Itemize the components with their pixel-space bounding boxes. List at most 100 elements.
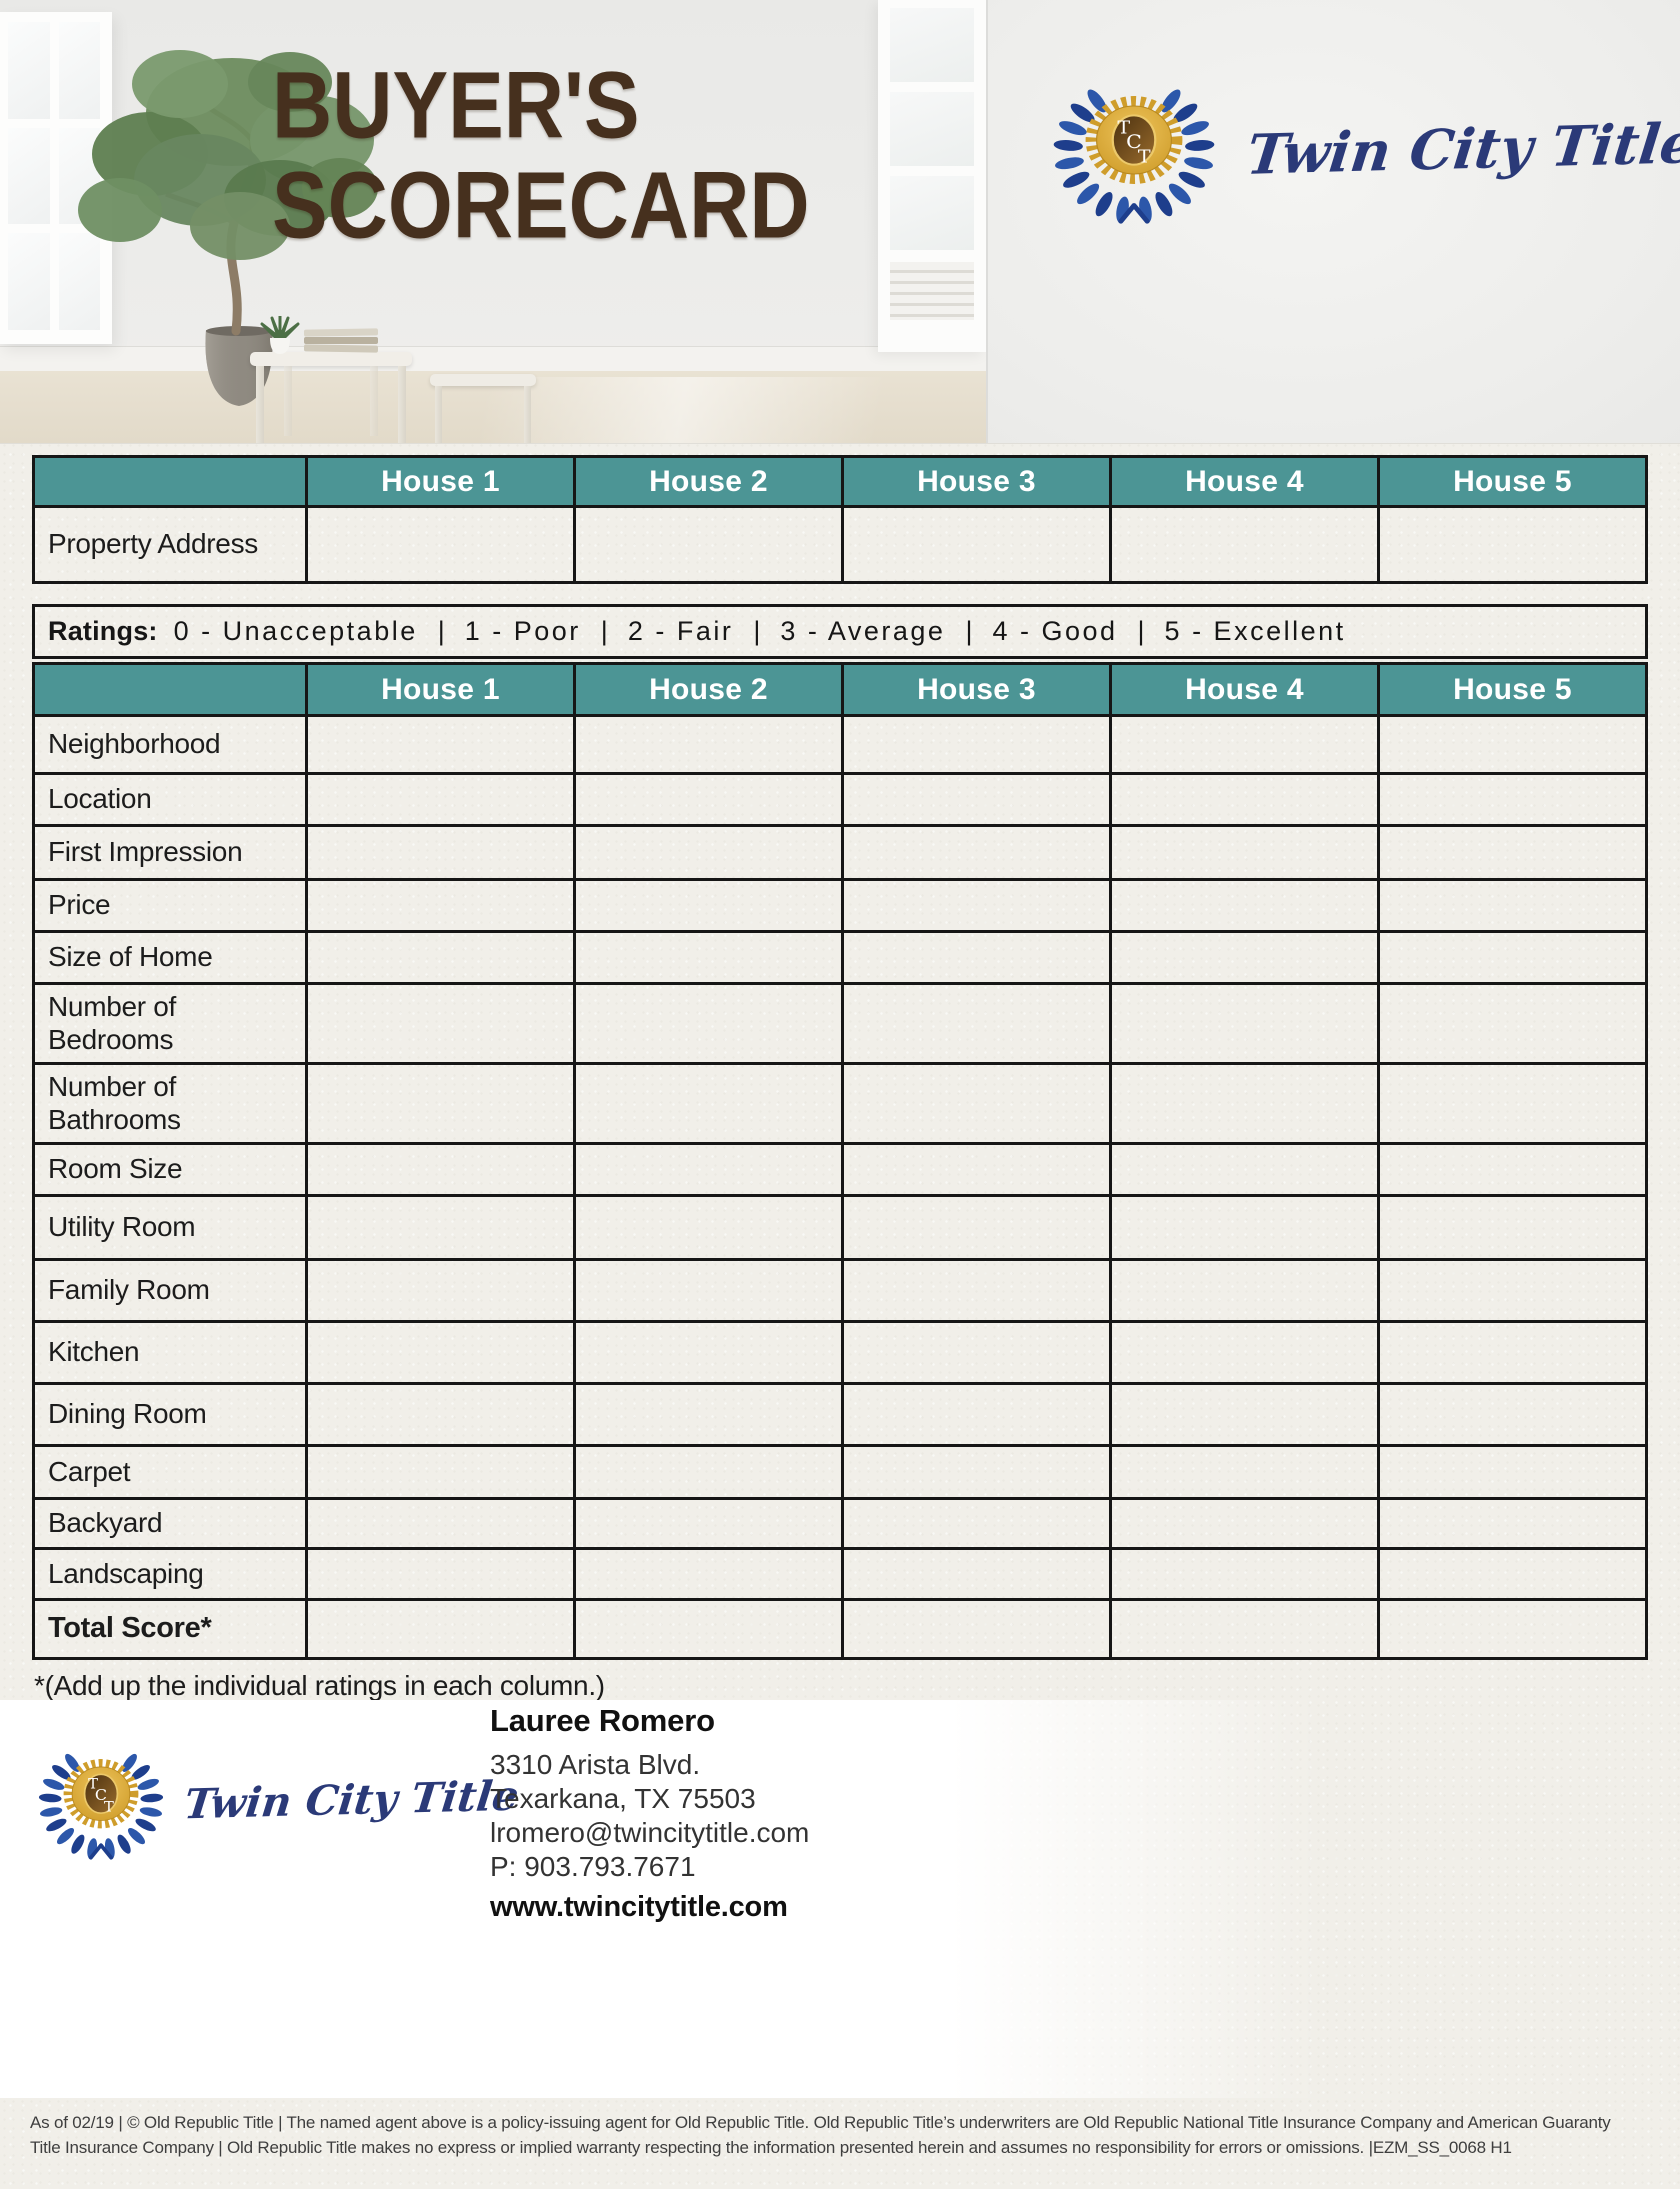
stool-graphic xyxy=(430,374,536,443)
score-cell xyxy=(305,930,573,982)
rating-item-0: 0 - Unacceptable xyxy=(173,616,418,646)
score-cell xyxy=(1109,930,1377,982)
row-label: Carpet xyxy=(35,1444,305,1497)
score-cell xyxy=(305,1444,573,1497)
monogram-letter-c: C xyxy=(95,1787,107,1804)
score-cell xyxy=(573,1444,841,1497)
agent-address-line1: 3310 Arista Blvd. xyxy=(490,1749,701,1780)
house-5-header: House 5 xyxy=(1377,665,1645,714)
score-cell xyxy=(305,1062,573,1142)
score-cell xyxy=(1109,1062,1377,1142)
score-cell xyxy=(305,1320,573,1382)
legal-line1: As of 02/19 | © Old Republic Title | The… xyxy=(30,2113,1611,2132)
row-label: Backyard xyxy=(35,1497,305,1547)
score-cell xyxy=(1109,1497,1377,1547)
legal-line2: Title Insurance Company | Old Republic T… xyxy=(30,2138,1512,2157)
score-cell xyxy=(573,1062,841,1142)
score-cell xyxy=(1377,824,1645,878)
address-cell xyxy=(573,505,841,581)
score-cell xyxy=(305,1258,573,1320)
score-cell xyxy=(573,878,841,930)
score-cell xyxy=(841,1062,1109,1142)
page-title-line2: SCORECARD xyxy=(272,152,810,259)
score-table: House 1 House 2 House 3 House 4 House 5 … xyxy=(32,662,1648,1660)
monogram-letter-t2: T xyxy=(1138,147,1151,167)
total-score-cell xyxy=(305,1598,573,1657)
door-window-graphic xyxy=(878,0,986,352)
score-cell xyxy=(1109,1382,1377,1444)
score-cell xyxy=(841,982,1109,1062)
score-cell xyxy=(841,772,1109,824)
address-cell xyxy=(305,505,573,581)
score-cell xyxy=(573,930,841,982)
score-cell xyxy=(1109,824,1377,878)
score-cell xyxy=(1109,878,1377,930)
monogram-letter-t1: T xyxy=(88,1777,98,1792)
brand-lockup-footer: T C T Twin City Title xyxy=(33,1722,521,1878)
agent-phone: P: 903.793.7671 xyxy=(490,1851,696,1882)
ratings-label: Ratings: xyxy=(48,616,158,646)
score-cell xyxy=(1377,982,1645,1062)
score-cell xyxy=(1109,1547,1377,1598)
score-cell xyxy=(1377,1444,1645,1497)
ratings-separator: | xyxy=(437,616,445,646)
score-cell xyxy=(1109,772,1377,824)
score-cell xyxy=(1377,1497,1645,1547)
score-cell xyxy=(573,1258,841,1320)
row-label: Location xyxy=(35,772,305,824)
score-cell xyxy=(305,982,573,1062)
score-cell xyxy=(1109,982,1377,1062)
score-cell xyxy=(573,1382,841,1444)
row-label-total-score: Total Score* xyxy=(35,1598,305,1657)
score-cell xyxy=(1377,930,1645,982)
agent-website: www.twincitytitle.com xyxy=(490,1891,788,1923)
rating-item-4: 4 - Good xyxy=(992,616,1118,646)
score-cell xyxy=(1377,1062,1645,1142)
score-cell xyxy=(1109,1320,1377,1382)
agent-name: Lauree Romero xyxy=(490,1703,715,1738)
row-label: Utility Room xyxy=(35,1194,305,1258)
total-score-cell xyxy=(573,1598,841,1657)
ratings-separator: | xyxy=(753,616,761,646)
score-cell xyxy=(1377,772,1645,824)
score-cell xyxy=(573,714,841,772)
logo-wall-graphic xyxy=(986,0,1680,443)
score-cell xyxy=(573,1320,841,1382)
side-table-graphic xyxy=(250,352,412,443)
score-cell xyxy=(573,1547,841,1598)
score-cell xyxy=(841,824,1109,878)
total-score-footnote: *(Add up the individual ratings in each … xyxy=(34,1670,605,1701)
agent-address-line2: Texarkana, TX 75503 xyxy=(490,1783,756,1814)
row-label: Price xyxy=(35,878,305,930)
monogram-letter-t2: T xyxy=(104,1800,114,1815)
brand-lockup-header: T C T Twin City Title xyxy=(1046,66,1680,230)
score-cell xyxy=(1377,878,1645,930)
house-2-header: House 2 xyxy=(573,458,841,505)
total-score-cell xyxy=(841,1598,1109,1657)
house-4-header: House 4 xyxy=(1109,665,1377,714)
row-label: Neighborhood xyxy=(35,714,305,772)
score-cell xyxy=(1109,1194,1377,1258)
agent-contact-block: Lauree Romero 3310 Arista Blvd. Texarkan… xyxy=(490,1702,809,1924)
total-score-cell xyxy=(1377,1598,1645,1657)
score-cell xyxy=(1377,1142,1645,1194)
score-cell xyxy=(1377,1382,1645,1444)
ratings-separator: | xyxy=(965,616,973,646)
window-graphic xyxy=(0,12,112,344)
room-photo-graphic xyxy=(0,0,990,443)
succulent-plant-graphic xyxy=(260,316,300,354)
baseboard-graphic xyxy=(0,346,986,371)
score-cell xyxy=(305,1194,573,1258)
score-cell xyxy=(1109,1258,1377,1320)
house-3-header: House 3 xyxy=(841,665,1109,714)
score-cell xyxy=(573,982,841,1062)
floor-light-graphic xyxy=(430,377,990,443)
legal-disclaimer: As of 02/19 | © Old Republic Title | The… xyxy=(30,2110,1670,2160)
row-label: Landscaping xyxy=(35,1547,305,1598)
rating-item-1: 1 - Poor xyxy=(464,616,581,646)
score-cell xyxy=(573,1497,841,1547)
house-3-header: House 3 xyxy=(841,458,1109,505)
twin-city-title-wreath-icon: T C T xyxy=(1046,68,1222,228)
ratings-separator: | xyxy=(600,616,608,646)
